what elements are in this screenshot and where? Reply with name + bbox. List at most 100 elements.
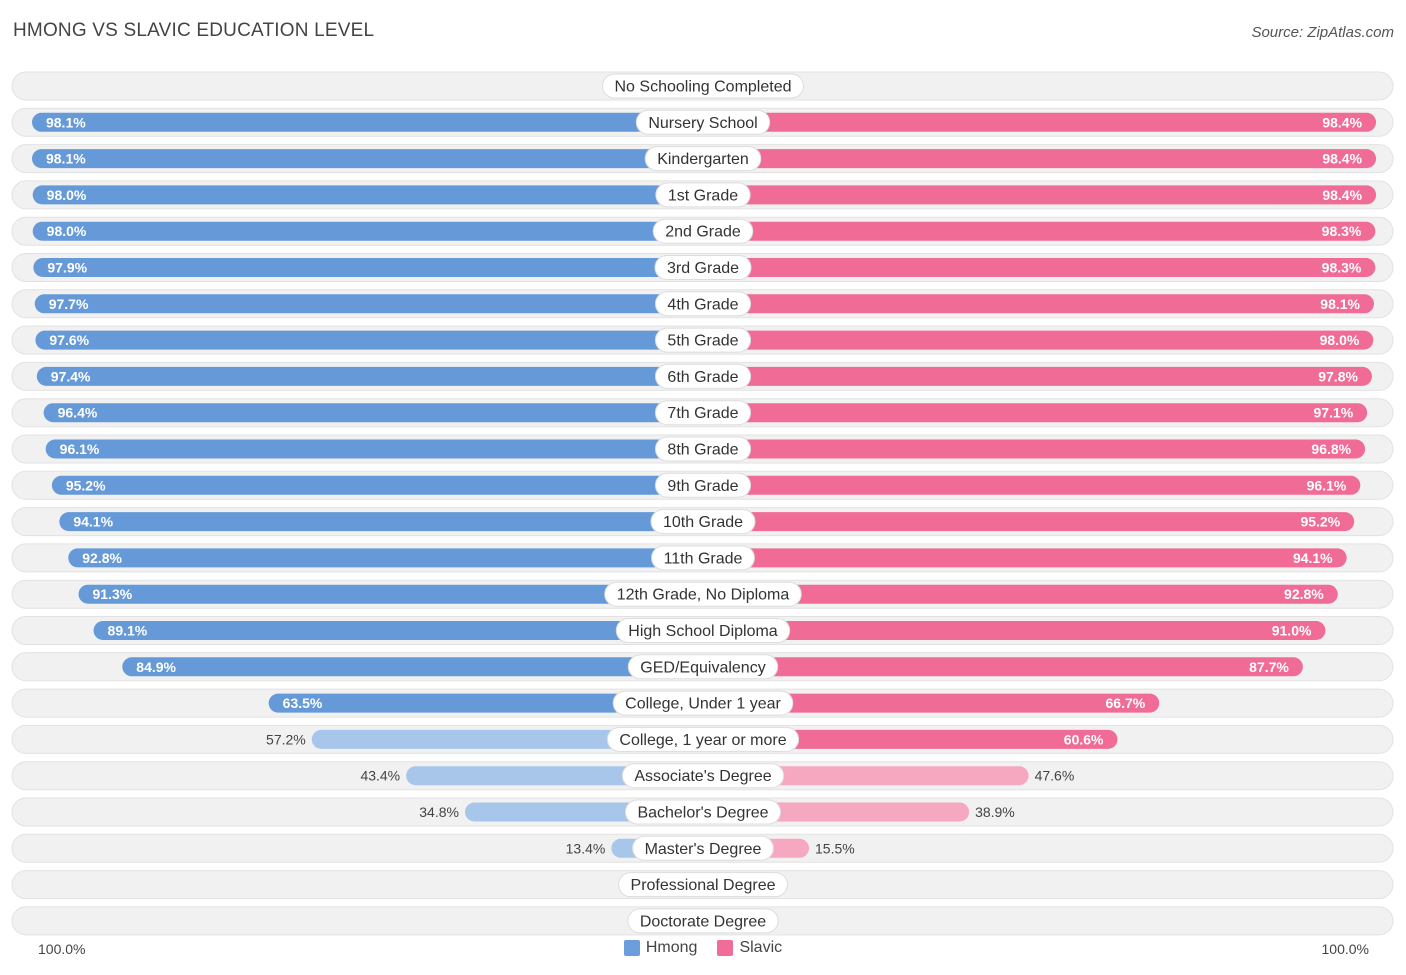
row-1: 98.1% 98.4% Nursery School — [11, 107, 1394, 137]
category-pill — [654, 363, 752, 389]
value-label-hmong: 98.0% — [47, 187, 87, 203]
category-label: Professional Degree — [631, 877, 776, 894]
category-label: 11th Grade — [664, 550, 743, 567]
bar-hmong — [59, 512, 703, 532]
legend-item-hmong[interactable]: Hmong — [623, 939, 697, 957]
row-6: 97.7% 98.1% 4th Grade — [11, 289, 1394, 319]
value-label-slavic: 96.8% — [1311, 441, 1351, 457]
value-label-hmong: 92.8% — [82, 550, 122, 566]
category-pill — [627, 908, 779, 934]
bar-hmong — [36, 366, 704, 386]
bar-hmong — [311, 729, 703, 749]
category-label: 12th Grade, No Diploma — [617, 587, 790, 604]
bar-slavic — [703, 221, 1376, 241]
bar-slavic — [703, 294, 1375, 314]
category-label: College, 1 year or more — [619, 732, 786, 749]
value-label-slavic: 98.1% — [1320, 296, 1360, 312]
value-label-hmong: 13.4% — [566, 840, 606, 856]
bar-hmong — [31, 149, 704, 169]
bar-slavic — [703, 512, 1355, 532]
row-5: 97.9% 98.3% 3rd Grade — [11, 253, 1394, 282]
category-label: 10th Grade — [663, 514, 743, 531]
bar-hmong — [32, 221, 704, 241]
bar-hmong — [268, 693, 703, 713]
bar-slavic — [703, 693, 1160, 713]
category-pill — [602, 73, 804, 99]
row-10: 96.1% 96.8% 8th Grade — [11, 434, 1394, 464]
category-label: 5th Grade — [667, 333, 738, 350]
legend-swatch-slavic — [717, 940, 734, 956]
source-label: Source: ZipAtlas.com — [1251, 24, 1394, 41]
category-pill — [651, 545, 755, 571]
category-pill — [654, 400, 752, 426]
value-label-hmong: 98.1% — [46, 151, 86, 167]
bar-slavic — [703, 366, 1372, 386]
value-label-slavic: 15.5% — [815, 840, 855, 856]
value-label-slavic: 87.7% — [1249, 659, 1289, 675]
row-7: 97.6% 98.0% 5th Grade — [11, 325, 1394, 355]
value-label-slavic: 98.4% — [1322, 114, 1362, 130]
category-pill — [632, 835, 774, 861]
bar-hmong — [51, 475, 703, 495]
bar-hmong — [32, 185, 704, 205]
bar-slavic — [703, 149, 1377, 169]
category-label: 9th Grade — [667, 478, 738, 495]
value-label-slavic: 98.4% — [1322, 151, 1362, 167]
axis-left-label: 100.0% — [38, 941, 86, 957]
bar-slavic — [703, 439, 1366, 459]
bar-slavic — [703, 657, 1303, 677]
value-label-hmong: 91.3% — [93, 586, 133, 602]
category-label: Master's Degree — [645, 841, 762, 858]
bar-hmong — [33, 258, 703, 277]
category-label: Bachelor's Degree — [637, 805, 768, 822]
bar-slavic — [703, 330, 1374, 350]
category-label: 8th Grade — [667, 442, 738, 459]
bar-slavic — [703, 766, 1029, 786]
bar-hmong — [34, 294, 704, 314]
category-label: 6th Grade — [667, 369, 738, 386]
row-14: 91.3% 92.8% 12th Grade, No Diploma — [11, 579, 1394, 609]
bar-slavic — [703, 729, 1118, 749]
row-21: 13.4% 15.5% Master's Degree — [11, 833, 1394, 863]
category-label: High School Diploma — [628, 623, 778, 640]
row-11: 95.2% 96.1% 9th Grade — [11, 470, 1394, 500]
bar-hmong — [122, 657, 703, 677]
legend-item-slavic[interactable]: Slavic — [717, 939, 782, 957]
value-label-slavic: 98.3% — [1322, 223, 1362, 239]
value-label-hmong: 34.8% — [419, 804, 459, 820]
row-0: 1.9%1.7%No Schooling Completed — [11, 71, 1394, 101]
bar-hmong — [31, 112, 704, 132]
row-20: 34.8% 38.9% Bachelor's Degree — [11, 797, 1394, 827]
bar-hmong — [68, 548, 704, 568]
row-22: 3.7%4.5%Professional Degree — [11, 870, 1394, 900]
value-label-hmong: 97.6% — [49, 332, 89, 348]
value-label-hmong: 95.2% — [66, 477, 106, 493]
bar-hmong — [45, 439, 703, 459]
category-pill — [654, 472, 752, 498]
category-label: College, Under 1 year — [625, 696, 781, 713]
row-8: 97.4% 97.8% 6th Grade — [11, 361, 1394, 391]
value-label-slavic: 38.9% — [975, 804, 1015, 820]
value-label-hmong: 94.1% — [73, 514, 113, 530]
category-label: GED/Equivalency — [640, 659, 765, 676]
value-label-slavic: 95.2% — [1300, 514, 1340, 530]
bar-hmong — [35, 330, 703, 350]
value-label-slavic: 92.8% — [1284, 586, 1324, 602]
value-label-slavic: 66.7% — [1106, 695, 1146, 711]
bar-slavic — [703, 258, 1376, 277]
row-16: 84.9% 87.7% GED/Equivalency — [11, 652, 1394, 682]
bar-hmong — [78, 584, 704, 604]
category-label: 4th Grade — [667, 296, 738, 313]
category-label: Associate's Degree — [634, 768, 771, 785]
value-label-hmong: 98.1% — [46, 114, 86, 130]
category-label: Nursery School — [648, 115, 757, 132]
category-pill — [606, 726, 800, 752]
category-pill — [650, 509, 756, 535]
bar-slavic — [703, 475, 1361, 495]
legend-swatch-hmong — [623, 940, 640, 956]
bar-hmong — [43, 403, 703, 423]
value-label-hmong: 43.4% — [360, 768, 400, 784]
value-label-slavic: 97.1% — [1313, 405, 1353, 421]
bar-slavic — [703, 621, 1326, 640]
value-label-slavic: 98.4% — [1322, 187, 1362, 203]
